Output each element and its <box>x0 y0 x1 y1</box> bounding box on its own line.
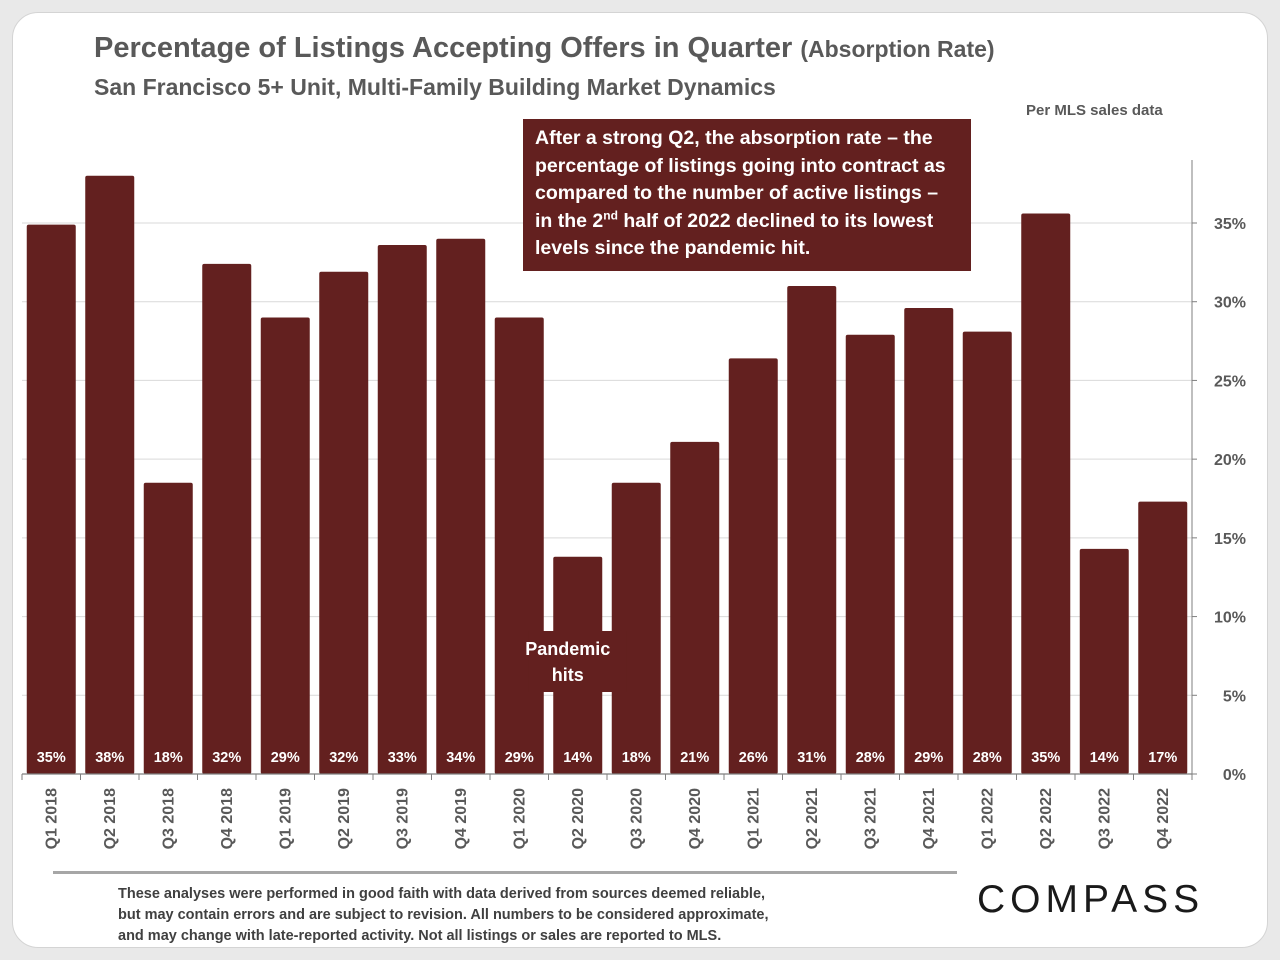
x-tick-label: Q2 2022 <box>1038 788 1055 849</box>
bar-q3-2020 <box>611 482 661 774</box>
x-tick-label: Q4 2020 <box>687 788 704 849</box>
chart-title-suffix: (Absorption Rate) <box>800 36 995 62</box>
y-tick-label: 30% <box>1214 295 1246 312</box>
x-tick-label: Q2 2020 <box>570 788 587 849</box>
data-label: 14% <box>1090 750 1119 766</box>
x-tick-label: Q1 2020 <box>511 788 528 849</box>
y-tick-label: 0% <box>1223 767 1246 784</box>
annotation-line: compared to the number of active listing… <box>535 182 939 204</box>
bar-q2-2018 <box>85 175 135 774</box>
data-label: 33% <box>388 750 417 766</box>
x-tick-label: Q2 2018 <box>102 788 119 849</box>
bar-q4-2020 <box>670 441 720 774</box>
x-tick-label: Q3 2021 <box>862 788 879 849</box>
chart-title: Percentage of Listings Accepting Offers … <box>94 32 995 65</box>
annotation-line: levels since the pandemic hit. <box>535 237 811 259</box>
y-tick-label: 5% <box>1223 688 1246 705</box>
data-label: 35% <box>1031 750 1060 766</box>
x-tick-label: Q1 2019 <box>277 788 294 849</box>
bar-q1-2022 <box>962 331 1012 774</box>
data-label: 21% <box>680 750 709 766</box>
bar-q1-2018 <box>26 224 76 774</box>
footer-divider <box>53 871 957 874</box>
bar-q3-2019 <box>377 245 427 775</box>
chart-title-main: Percentage of Listings Accepting Offers … <box>94 32 793 64</box>
chart-subtitle: San Francisco 5+ Unit, Multi-Family Buil… <box>94 74 776 100</box>
annotation-superscript: nd <box>603 208 618 222</box>
x-tick-label: Q1 2021 <box>745 788 762 849</box>
disclaimer-line: These analyses were performed in good fa… <box>118 886 766 902</box>
disclaimer: These analyses were performed in good fa… <box>118 884 858 947</box>
x-tick-label: Q3 2022 <box>1096 788 1113 849</box>
annotation-box: After a strong Q2, the absorption rate –… <box>523 119 971 271</box>
compass-logo: COMPASS <box>977 878 1205 921</box>
x-tick-label: Q4 2021 <box>921 788 938 849</box>
data-label: 28% <box>973 750 1002 766</box>
source-note: Per MLS sales data <box>1026 102 1163 119</box>
bar-q1-2020 <box>494 317 544 774</box>
data-label: 35% <box>37 750 66 766</box>
data-label: 18% <box>154 750 183 766</box>
data-label: 29% <box>505 750 534 766</box>
data-label: 29% <box>914 750 943 766</box>
bar-q2-2019 <box>319 271 369 774</box>
x-tick-label: Q1 2018 <box>43 788 60 849</box>
annotation-text: half of 2022 declined to its lowest <box>617 209 934 232</box>
data-label: 32% <box>329 750 358 766</box>
y-tick-label: 15% <box>1214 531 1246 548</box>
x-tick-label: Q4 2018 <box>219 788 236 849</box>
data-label: 28% <box>856 750 885 766</box>
bar-q3-2022 <box>1079 548 1129 774</box>
bar-q4-2018 <box>202 263 252 774</box>
y-tick-label: 25% <box>1214 373 1246 390</box>
y-tick-label: 35% <box>1214 216 1246 233</box>
annotation-line: After a strong Q2, the absorption rate –… <box>535 127 933 149</box>
annotation-text: in the 2 <box>535 209 604 232</box>
data-label: 14% <box>563 750 592 766</box>
x-tick-label: Q4 2022 <box>1155 788 1172 849</box>
bar-q4-2019 <box>436 238 486 774</box>
bar-q4-2021 <box>904 308 954 774</box>
data-label: 34% <box>446 750 475 766</box>
x-tick-label: Q2 2019 <box>336 788 353 849</box>
data-label: 32% <box>212 750 241 766</box>
pandemic-callout-text: Pandemic <box>525 639 610 659</box>
disclaimer-line: and may change with late-reported activi… <box>118 928 722 944</box>
y-tick-label: 10% <box>1214 610 1246 627</box>
annotation-line: in the 2nd half of 2022 declined to its … <box>535 208 959 236</box>
bar-q3-2018 <box>143 482 193 774</box>
x-tick-label: Q4 2019 <box>453 788 470 849</box>
bar-q4-2022 <box>1138 501 1188 774</box>
bar-q1-2019 <box>260 317 310 774</box>
x-tick-label: Q3 2019 <box>394 788 411 849</box>
data-label: 17% <box>1148 750 1177 766</box>
x-tick-label: Q3 2018 <box>160 788 177 849</box>
bar-q2-2022 <box>1021 213 1071 774</box>
bar-q2-2021 <box>787 285 837 774</box>
pandemic-callout-box <box>528 631 627 692</box>
x-tick-label: Q1 2022 <box>979 788 996 849</box>
data-label: 38% <box>95 750 124 766</box>
annotation-line: percentage of listings going into contra… <box>535 154 946 177</box>
data-label: 29% <box>271 750 300 766</box>
data-label: 31% <box>797 750 826 766</box>
bar-q3-2021 <box>845 334 895 774</box>
x-tick-label: Q3 2020 <box>628 788 645 849</box>
x-tick-label: Q2 2021 <box>804 788 821 849</box>
data-label: 26% <box>739 750 768 766</box>
bar-q1-2021 <box>728 358 778 774</box>
y-tick-label: 20% <box>1214 452 1246 469</box>
pandemic-callout-text: hits <box>552 665 584 685</box>
data-label: 18% <box>622 750 651 766</box>
disclaimer-line: but may contain errors and are subject t… <box>118 907 769 923</box>
